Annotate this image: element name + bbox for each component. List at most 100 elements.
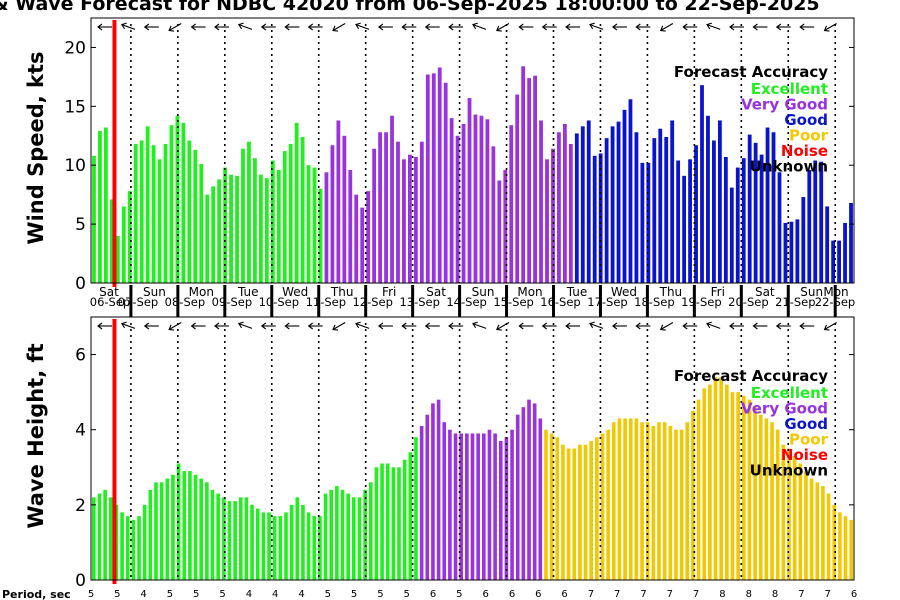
direction-arrow xyxy=(611,322,627,330)
wind-bar xyxy=(270,160,275,283)
wave-bar xyxy=(708,384,712,580)
direction-arrow xyxy=(260,23,276,31)
direction-arrow-head xyxy=(775,23,782,31)
wave-bar xyxy=(589,440,593,580)
direction-arrow-head xyxy=(260,322,267,330)
direction-arrow-head xyxy=(496,324,502,331)
direction-arrow xyxy=(565,23,581,31)
wind-bar xyxy=(372,148,377,283)
wave-bar xyxy=(611,422,616,580)
day-label: Sun xyxy=(143,285,166,299)
day-divider xyxy=(786,285,790,317)
wind-bar xyxy=(539,120,543,283)
period-value: 7 xyxy=(588,589,594,600)
day-label: Sat xyxy=(755,285,775,299)
wave-bar xyxy=(284,512,288,580)
direction-arrow-head xyxy=(729,322,735,330)
wave-bar xyxy=(487,429,492,580)
wind-bar xyxy=(163,144,168,283)
direction-arrow xyxy=(729,23,744,31)
wind-bar xyxy=(837,240,841,283)
wind-bar xyxy=(157,159,162,283)
direction-arrow-head xyxy=(190,322,196,330)
wind-bar xyxy=(318,188,323,283)
y-tick-label: 2 xyxy=(75,496,86,516)
wind-bar xyxy=(598,153,603,283)
wave-bar xyxy=(781,444,786,580)
wave-bar xyxy=(600,433,605,580)
wind-bar xyxy=(700,85,704,283)
direction-arrow-head xyxy=(332,324,339,331)
wind-bar xyxy=(795,219,800,283)
wind-bar xyxy=(723,156,728,283)
date-label: 08-Sep xyxy=(165,295,205,309)
direction-arrow xyxy=(237,22,253,30)
wave-axis-label: Wave Height, ft xyxy=(24,343,48,528)
direction-arrow-head xyxy=(284,322,290,330)
direction-arrow xyxy=(120,22,136,30)
wave-bar xyxy=(628,418,633,580)
wave-bar xyxy=(685,422,690,580)
wind-bar xyxy=(408,154,412,283)
wind-bar xyxy=(801,197,806,283)
direction-arrow xyxy=(496,322,510,331)
wave-bar xyxy=(352,497,356,580)
direction-arrow-shaft xyxy=(168,322,182,330)
wave-bar xyxy=(583,444,588,580)
wave-bar xyxy=(736,392,740,580)
day-divider xyxy=(692,285,696,317)
direction-arrow-shaft xyxy=(706,24,721,30)
y-tick-label: 0 xyxy=(75,274,86,294)
direction-arrow-head xyxy=(143,322,150,330)
direction-arrow xyxy=(284,23,300,31)
direction-arrow xyxy=(541,322,557,330)
wave-bar xyxy=(465,433,469,580)
wave-bar xyxy=(832,504,837,580)
date-label: 12-Sep xyxy=(352,295,392,309)
wind-bar xyxy=(568,144,573,283)
wave-bar xyxy=(125,516,130,580)
direction-arrow-head xyxy=(589,22,595,30)
wave-bar xyxy=(142,504,147,580)
day-label: Tue xyxy=(566,285,588,299)
wind-bar xyxy=(461,124,466,283)
wave-bar xyxy=(380,463,384,580)
wave-bar xyxy=(623,418,627,580)
direction-arrow-head xyxy=(472,321,478,329)
wind-bar xyxy=(706,115,710,283)
wind-bar xyxy=(819,161,824,283)
wave-bar xyxy=(753,407,757,580)
wave-bar xyxy=(645,422,650,580)
wave-bar xyxy=(606,429,610,580)
wave-bar xyxy=(419,425,424,580)
direction-arrow-head xyxy=(518,23,524,31)
legend-title: Forecast Accuracy xyxy=(674,63,828,81)
wind-bar xyxy=(288,144,293,283)
wave-bar xyxy=(561,444,565,580)
day-divider xyxy=(411,285,415,317)
wind-bar xyxy=(205,194,210,283)
day-divider xyxy=(645,285,649,317)
direction-arrow-head xyxy=(752,322,758,330)
period-label: Period, sec xyxy=(2,588,71,600)
y-tick-label: 0 xyxy=(75,571,86,591)
wave-bar xyxy=(821,486,825,580)
wave-bar xyxy=(227,501,232,580)
wind-bar xyxy=(843,222,847,283)
wave-bar xyxy=(453,433,458,580)
day-divider xyxy=(223,285,227,317)
direction-arrow-head xyxy=(799,322,805,330)
plot-frame xyxy=(90,316,855,581)
wave-bar xyxy=(640,422,644,580)
direction-arrow-shaft xyxy=(589,24,604,30)
wave-bar xyxy=(425,414,430,580)
legend-item: Excellent xyxy=(751,80,828,98)
wind-bar xyxy=(109,199,114,283)
direction-arrow xyxy=(401,322,417,330)
direction-arrow-head xyxy=(120,321,127,329)
direction-arrow xyxy=(448,322,464,330)
wind-bar xyxy=(181,122,186,283)
wave-bar xyxy=(171,474,175,580)
wave-bar xyxy=(165,478,170,580)
